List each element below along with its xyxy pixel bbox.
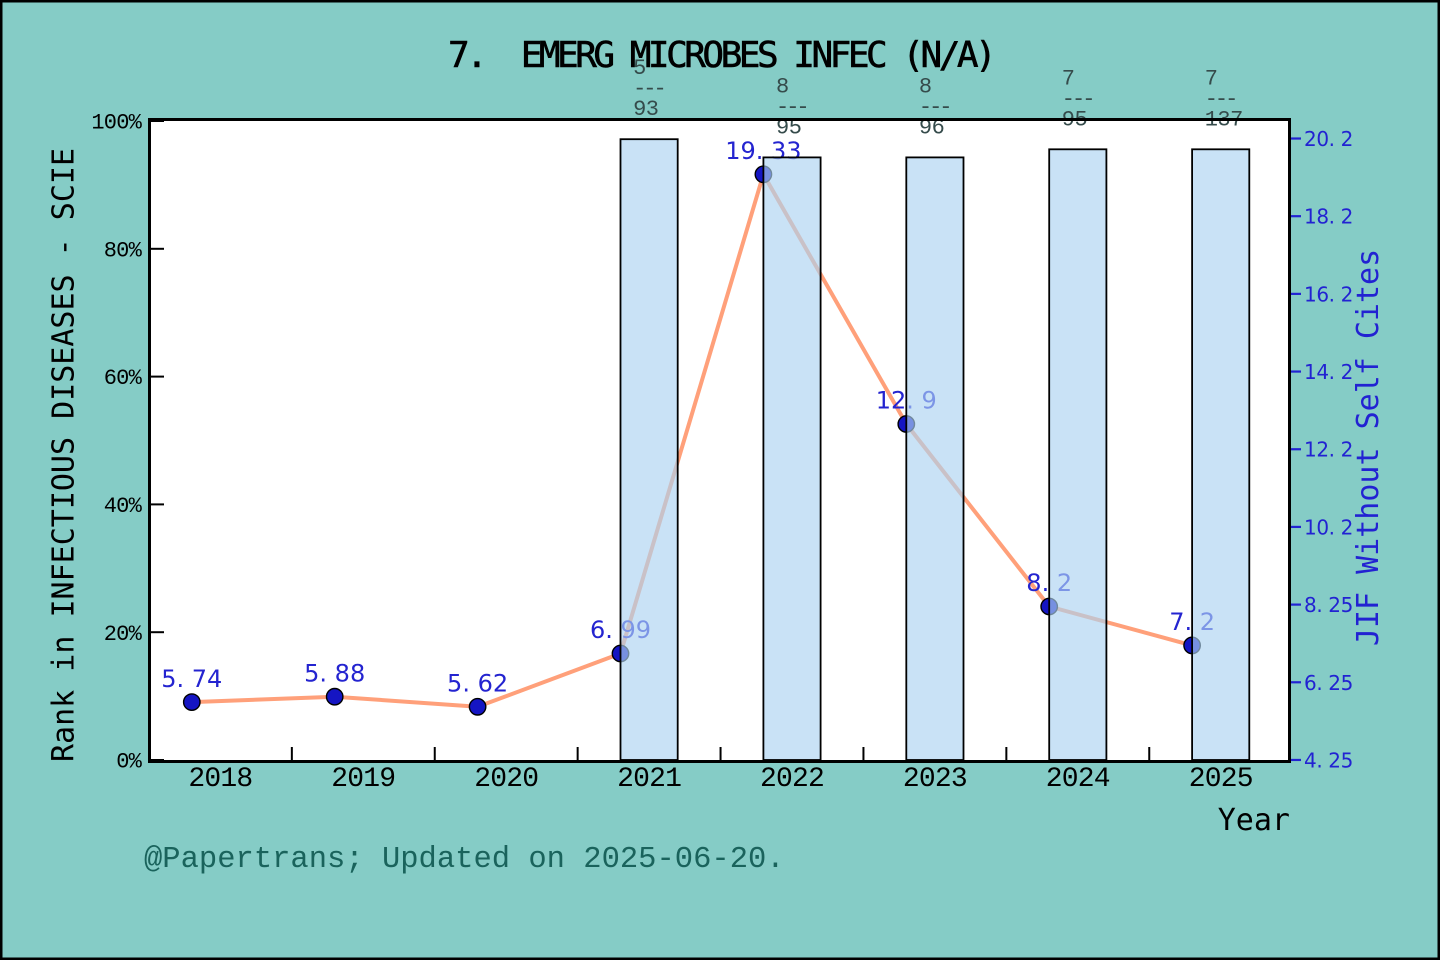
left-tick-label-4: 80% xyxy=(104,238,143,263)
bar-2021 xyxy=(619,138,679,761)
x-tick-label-2022: 2022 xyxy=(760,764,824,795)
right-tick-label-7: 18. 2 xyxy=(1304,205,1353,229)
value-label-2020: 5. 62 xyxy=(447,670,508,698)
footer-credit: @Papertrans; Updated on 2025-06-20. xyxy=(144,843,785,877)
bar-2023 xyxy=(905,156,965,761)
bar-2024 xyxy=(1048,148,1108,761)
line-jif-without-self-cites xyxy=(189,172,1195,709)
x-tick-label-2025: 2025 xyxy=(1189,764,1253,795)
bar-2022 xyxy=(762,156,822,761)
data-point-2018 xyxy=(182,693,201,711)
x-tick-label-2021: 2021 xyxy=(617,764,681,795)
rank-fraction-2021-line2: --- xyxy=(633,77,664,102)
left-tick-label-1: 20% xyxy=(104,622,143,647)
x-tick-label-2019: 2019 xyxy=(331,764,395,795)
chart-title: 7. EMERG MICROBES INFEC (N/A) xyxy=(448,35,993,76)
rank-fraction-2023-line1: 8 xyxy=(919,74,932,99)
x-tick-label-2024: 2024 xyxy=(1046,764,1110,795)
x-tick-label-2018: 2018 xyxy=(188,764,252,795)
bar-series-layer xyxy=(619,138,1251,761)
right-tick-label-5: 14. 2 xyxy=(1304,360,1353,384)
data-point-2020 xyxy=(468,697,487,716)
left-axis-title: Rank in INFECTIOUS DISEASES - SCIE xyxy=(47,148,82,762)
rank-fraction-2022-line2: --- xyxy=(776,95,807,120)
rank-fraction-2021-line1: 5 xyxy=(633,56,646,81)
left-tick-label-5: 100% xyxy=(91,111,142,136)
x-tick-label-2023: 2023 xyxy=(903,764,967,795)
left-tick-label-0: 0% xyxy=(116,750,142,775)
right-tick-label-4: 12. 2 xyxy=(1304,438,1353,462)
rank-fraction-2025-line1: 7 xyxy=(1205,66,1218,91)
tick-labels-layer: 2018 2019 2020 2021 2022 2023 2024 2025 0% 20% 40%… xyxy=(91,111,1353,795)
rank-fraction-2023-line2: --- xyxy=(919,95,950,120)
ticks-layer xyxy=(151,120,1301,762)
left-tick-label-2: 40% xyxy=(104,494,143,519)
right-tick-label-0: 4. 25 xyxy=(1304,749,1353,773)
right-tick-label-2: 8. 25 xyxy=(1304,593,1353,617)
x-axis-title: Year xyxy=(1218,803,1290,838)
value-label-2019: 5. 88 xyxy=(304,659,365,687)
x-tick-label-2020: 2020 xyxy=(474,764,538,795)
rank-fraction-2025-line2: --- xyxy=(1205,87,1236,112)
plot-border xyxy=(148,118,1291,763)
value-label-2018: 5. 74 xyxy=(161,665,222,693)
left-tick-label-3: 60% xyxy=(104,366,143,391)
rank-fraction-2024-line2: --- xyxy=(1062,87,1093,112)
data-point-2019 xyxy=(325,687,344,706)
bar-2025 xyxy=(1191,148,1251,761)
right-tick-label-6: 16. 2 xyxy=(1304,282,1353,306)
right-axis-title: JIF Without Self Cites xyxy=(1351,249,1386,646)
right-tick-label-3: 10. 2 xyxy=(1304,515,1353,539)
right-tick-label-8: 20. 2 xyxy=(1304,127,1353,151)
rank-fraction-2022-line1: 8 xyxy=(776,74,789,99)
right-tick-label-1: 6. 25 xyxy=(1304,671,1353,695)
rank-fraction-2024-line1: 7 xyxy=(1062,66,1075,91)
